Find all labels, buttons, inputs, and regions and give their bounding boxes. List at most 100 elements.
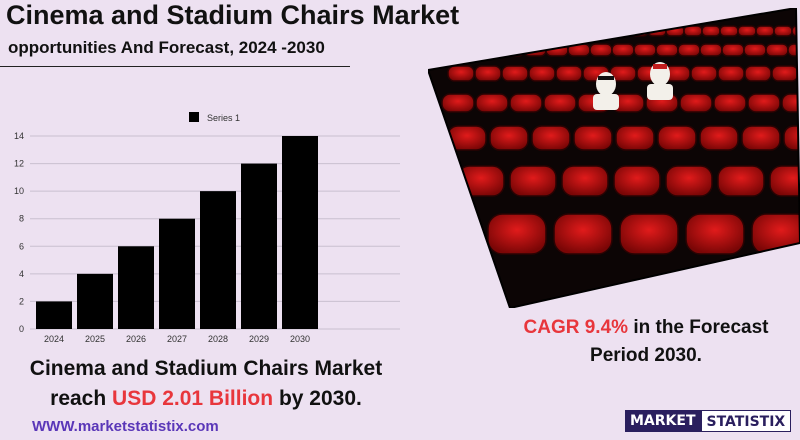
- seat: [474, 65, 502, 82]
- y-tick-label: 6: [19, 241, 24, 251]
- bar-2025: [77, 273, 113, 329]
- y-tick-label: 8: [19, 214, 24, 224]
- page-title: Cinema and Stadium Chairs Market: [6, 0, 460, 30]
- seat: [690, 65, 718, 82]
- legend: Series 1: [189, 112, 240, 123]
- seat: [467, 25, 487, 37]
- y-tick-label: 4: [19, 269, 24, 279]
- x-tick-label: 2024: [44, 334, 64, 344]
- cagr-suffix: in the Forecast: [633, 317, 769, 338]
- y-tick-label: 10: [14, 186, 24, 196]
- y-tick-labels: 0 2 4 6 8 10 12 14: [14, 131, 24, 334]
- seat: [677, 43, 701, 57]
- market-reach-statement: Cinema and Stadium Chairs Market reach U…: [6, 354, 406, 414]
- theater-seats-image: [426, 6, 800, 310]
- seat: [713, 93, 747, 113]
- seat: [771, 65, 799, 82]
- seat: [509, 165, 557, 197]
- reach-line-2: reach USD 2.01 Billion by 2030.: [6, 384, 406, 414]
- seat: [589, 43, 613, 57]
- seat: [557, 25, 577, 37]
- cagr-value: 9.4%: [584, 317, 629, 338]
- seat: [717, 165, 765, 197]
- reach-value: USD 2.01 Billion: [112, 387, 274, 410]
- cagr-callout: CAGR 9.4% in the Forecast Period 2030.: [496, 314, 796, 370]
- x-tick-label: 2026: [126, 334, 146, 344]
- bar-2027: [159, 218, 195, 329]
- seat: [561, 165, 609, 197]
- seat: [633, 43, 657, 57]
- legend-swatch: [189, 112, 199, 122]
- cagr-label: CAGR: [523, 317, 580, 338]
- seat: [655, 43, 679, 57]
- legend-label: Series 1: [207, 113, 240, 123]
- seat: [501, 65, 529, 82]
- seat: [741, 125, 781, 151]
- cinema-photo: [426, 6, 800, 313]
- seat: [613, 165, 661, 197]
- seat: [619, 213, 679, 255]
- bar-2026: [118, 246, 154, 329]
- bar-2028: [200, 191, 236, 329]
- website-link[interactable]: WWW.marketstatistix.com: [32, 418, 219, 435]
- bar-2029: [241, 163, 277, 329]
- logo-part-1: MARKET: [625, 410, 701, 432]
- seat: [611, 43, 635, 57]
- seat: [719, 25, 739, 37]
- seat: [531, 125, 571, 151]
- page-subtitle: opportunities And Forecast, 2024 -2030: [8, 38, 325, 57]
- seat: [743, 43, 767, 57]
- seat: [489, 125, 529, 151]
- bar-chart: 0 2 4 6 8 10 12 14 2024 2025 2026 2027 2028 2029 2030…: [14, 112, 400, 344]
- seat: [717, 65, 745, 82]
- seat: [657, 125, 697, 151]
- seat: [755, 25, 775, 37]
- cagr-line-1: CAGR 9.4% in the Forecast: [496, 314, 796, 342]
- seat: [479, 43, 503, 57]
- seat: [683, 25, 703, 37]
- x-tick-labels: 2024 2025 2026 2027 2028 2029 2030: [44, 334, 310, 344]
- seat: [509, 93, 543, 113]
- mime-figures: [593, 62, 673, 110]
- seat: [701, 25, 721, 37]
- y-tick-label: 0: [19, 324, 24, 334]
- seat: [475, 93, 509, 113]
- reach-prefix: reach: [50, 387, 107, 410]
- market-statistix-logo: MARKET STATISTIX: [625, 410, 792, 432]
- seat: [441, 93, 475, 113]
- seat: [503, 25, 523, 37]
- seat: [521, 25, 541, 37]
- seat: [765, 43, 789, 57]
- seat: [487, 213, 547, 255]
- seat: [553, 213, 613, 255]
- seat: [747, 93, 781, 113]
- seat: [573, 125, 613, 151]
- seat: [447, 65, 475, 82]
- bar-2024: [36, 301, 72, 329]
- x-tick-label: 2029: [249, 334, 269, 344]
- x-tick-label: 2025: [85, 334, 105, 344]
- title-divider: [0, 66, 350, 67]
- x-tick-label: 2027: [167, 334, 187, 344]
- y-tick-label: 14: [14, 131, 24, 141]
- seat: [665, 165, 713, 197]
- seat: [615, 125, 655, 151]
- seat: [721, 43, 745, 57]
- y-tick-label: 2: [19, 296, 24, 306]
- seat: [543, 93, 577, 113]
- cagr-line-2: Period 2030.: [590, 345, 702, 366]
- seat: [679, 93, 713, 113]
- seat: [787, 43, 800, 57]
- seat: [457, 43, 481, 57]
- seat: [593, 25, 613, 37]
- seat: [699, 125, 739, 151]
- logo-part-2: STATISTIX: [700, 410, 792, 432]
- seat: [783, 125, 800, 151]
- seat: [528, 65, 556, 82]
- seat: [611, 25, 631, 37]
- reach-suffix: by 2030.: [278, 387, 362, 410]
- seat: [457, 165, 505, 197]
- seat: [685, 213, 745, 255]
- bars: [36, 136, 318, 329]
- y-tick-label: 12: [14, 159, 24, 169]
